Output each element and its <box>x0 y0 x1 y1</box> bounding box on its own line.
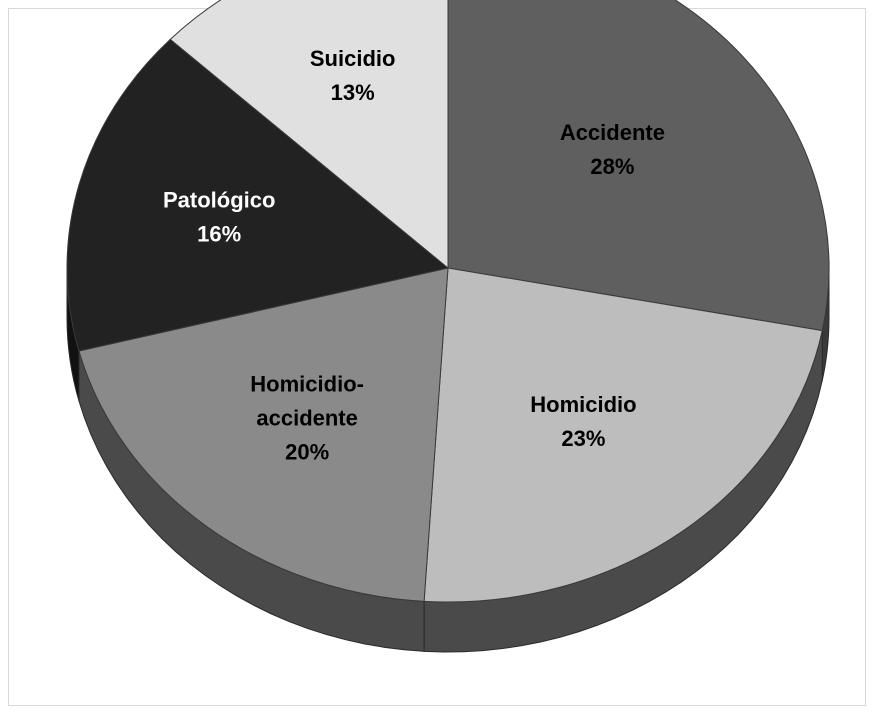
pie-slice-suicidio <box>169 0 449 270</box>
pie-labels: Accidente 28% Homicidio 23% Homicidio-accide… <box>163 46 665 464</box>
data-label-value: 23% <box>561 426 605 451</box>
data-label-value: 13% <box>331 80 375 105</box>
data-label-category: Suicidio <box>310 46 396 71</box>
data-label-category: accidente <box>256 405 358 430</box>
pie-tops <box>66 0 830 603</box>
pie-slice-homicidio <box>423 267 823 603</box>
data-label-value: 28% <box>590 154 634 179</box>
data-label-category: Homicidio- <box>250 371 364 396</box>
data-label-patol-gico: Patológico 16% <box>163 188 275 247</box>
pie-slice-homicidio-accidente <box>78 267 449 602</box>
data-label-accidente: Accidente 28% <box>560 120 665 179</box>
data-label-category: Homicidio <box>530 392 636 417</box>
data-label-suicidio: Suicidio 13% <box>310 46 396 105</box>
data-label-value: 20% <box>285 439 329 464</box>
pie-slice-accidente <box>447 0 830 332</box>
data-label-homicidio: Homicidio 23% <box>530 392 636 451</box>
data-label-homicidio-accidente: Homicidio-accidente 20% <box>250 371 364 464</box>
data-label-category: Patológico <box>163 188 275 213</box>
pie-slice-patol-gico <box>66 38 450 352</box>
data-label-value: 16% <box>197 222 241 247</box>
data-label-category: Accidente <box>560 120 665 145</box>
